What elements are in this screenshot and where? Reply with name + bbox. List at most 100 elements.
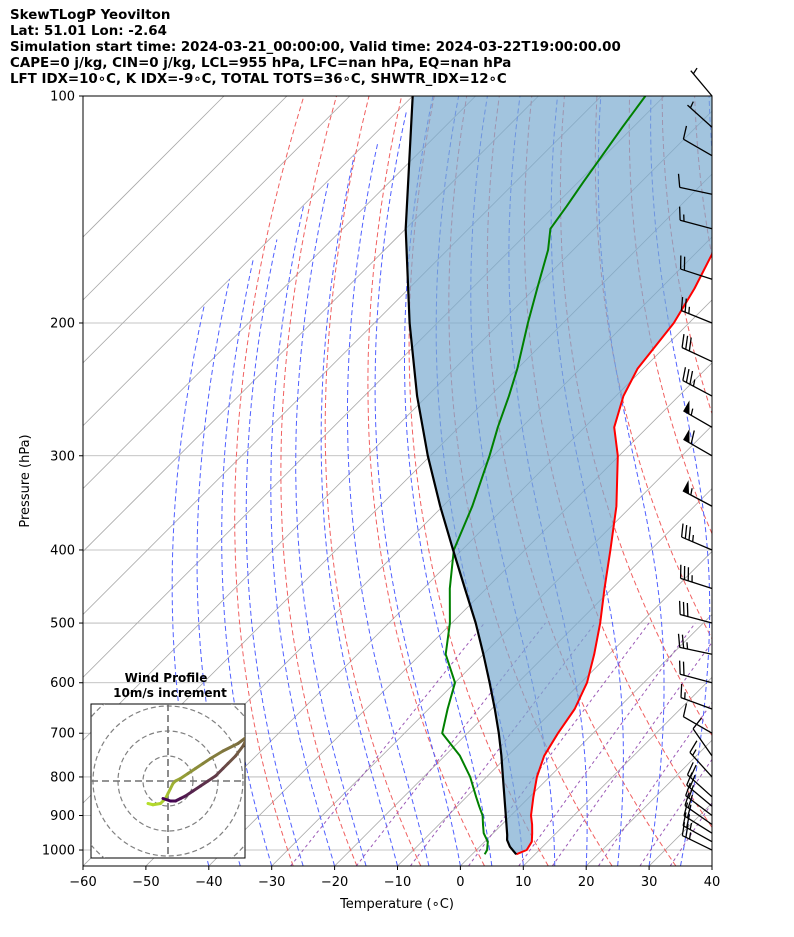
wind-barb [690, 67, 713, 97]
x-tick-label: 10 [515, 875, 532, 890]
hodograph-segment [201, 757, 212, 765]
mixing-ratio-line [355, 622, 546, 866]
wind-barb [682, 480, 713, 507]
wind-barbs [677, 67, 713, 851]
dry-adiabat [234, 96, 305, 866]
hodograph-segment [236, 736, 245, 745]
dry-adiabat [367, 96, 485, 866]
y-tick-label: 300 [50, 449, 75, 464]
hodograph-plot-area [91, 704, 245, 858]
isotherm [83, 96, 413, 427]
wind-barb [679, 564, 713, 590]
hodograph-segment [241, 738, 245, 748]
parcel-profile-line [404, 96, 518, 856]
mixing-ratio-line [597, 701, 712, 866]
wind-barb [682, 125, 713, 157]
mixing-ratio-line [639, 758, 712, 866]
cape-cin-shading [405, 96, 712, 855]
isotherm [460, 613, 712, 866]
hodograph-segment [234, 744, 245, 758]
dewpoint-line [441, 96, 647, 855]
mixing-ratio-line [518, 622, 696, 866]
hodograph-segment [191, 784, 202, 793]
temperature-line [515, 252, 712, 856]
hodograph-segment [226, 754, 237, 765]
mixing-ratio-line [551, 641, 712, 866]
wind-barb [682, 703, 713, 734]
hodograph-segment [186, 767, 197, 775]
dry-adiabat [727, 96, 794, 866]
wind-barb [692, 717, 713, 757]
wind-barb [680, 523, 713, 551]
isotherm [83, 96, 351, 364]
wind-barb [680, 684, 713, 710]
wind-barb [689, 740, 713, 778]
moist-adiabat [347, 141, 430, 866]
dry-adiabat [661, 96, 712, 416]
hodograph-title: Wind Profile [125, 671, 208, 685]
chart-title: SkewTLogP Yeovilton [10, 8, 171, 23]
moist-adiabat [708, 96, 712, 866]
x-axis-ticks: −60 −50 −40 −30 −20 −10 0 10 20 30 40 [69, 866, 720, 890]
x-tick-label: −60 [69, 875, 96, 890]
isotherm [83, 96, 225, 238]
wind-barb [680, 297, 713, 324]
y-axis-ticks: 100 200 300 400 500 600 700 800 900 1000 [42, 90, 83, 859]
wind-barb [683, 802, 713, 834]
location-line: Lat: 51.01 Lon: -2.64 [10, 24, 167, 39]
wind-barb [683, 400, 713, 428]
y-tick-label: 900 [50, 809, 75, 824]
hodograph-segment [194, 762, 205, 770]
isotherm [334, 488, 712, 866]
y-tick-label: 700 [50, 727, 75, 742]
wind-barb [683, 428, 713, 457]
wind-barb [685, 782, 713, 817]
mixing-ratio-line [468, 622, 650, 866]
isotherm [83, 96, 288, 301]
moist-adiabat [245, 239, 304, 866]
wind-barb [678, 600, 713, 624]
wind-barb [679, 255, 713, 280]
hodograph-segment [184, 789, 195, 798]
moist-adiabat [320, 155, 398, 866]
hodograph-inset [90, 703, 246, 859]
hodograph-segment [206, 774, 217, 783]
wind-barb [687, 101, 713, 128]
hodograph-segment [209, 749, 225, 760]
wind-barb [681, 334, 713, 363]
y-tick-label: 400 [50, 543, 75, 558]
time-line: Simulation start time: 2024-03-21_00:00:… [10, 40, 621, 55]
x-tick-label: 20 [578, 875, 595, 890]
wind-barb [686, 762, 713, 798]
shaded-area [405, 96, 712, 855]
hodograph-subtitle: 10m/s increment [113, 686, 227, 700]
y-tick-label: 1000 [42, 844, 75, 859]
wind-barb [677, 173, 713, 195]
indices-line-2: LFT IDX=10∘C, K IDX=-9∘C, TOTAL TOTS=36∘… [10, 72, 507, 87]
hodograph-segment [199, 779, 210, 788]
x-tick-label: 30 [641, 875, 658, 890]
x-axis-label: Temperature (∘C) [339, 897, 454, 912]
y-tick-label: 100 [50, 90, 75, 105]
profile-lines [404, 96, 712, 856]
x-tick-label: −20 [321, 875, 348, 890]
wind-barb [678, 660, 713, 684]
x-tick-label: 40 [704, 875, 721, 890]
isotherm [523, 676, 712, 866]
isotherm [711, 865, 712, 866]
dry-adiabat [280, 96, 358, 866]
y-tick-label: 500 [50, 617, 75, 632]
moist-adiabat [270, 206, 336, 866]
indices-line-1: CAPE=0 j/kg, CIN=0 j/kg, LCL=955 hPa, LF… [10, 56, 512, 71]
wind-barb [682, 367, 713, 397]
hodograph-segment [161, 797, 172, 803]
wind-barb [678, 206, 713, 230]
dry-adiabat [760, 96, 794, 866]
moist-adiabat [374, 111, 461, 866]
wind-barb [684, 792, 713, 826]
y-tick-label: 600 [50, 676, 75, 691]
hodograph-segment [221, 742, 240, 753]
y-tick-label: 800 [50, 770, 75, 785]
x-tick-label: 0 [456, 875, 464, 890]
